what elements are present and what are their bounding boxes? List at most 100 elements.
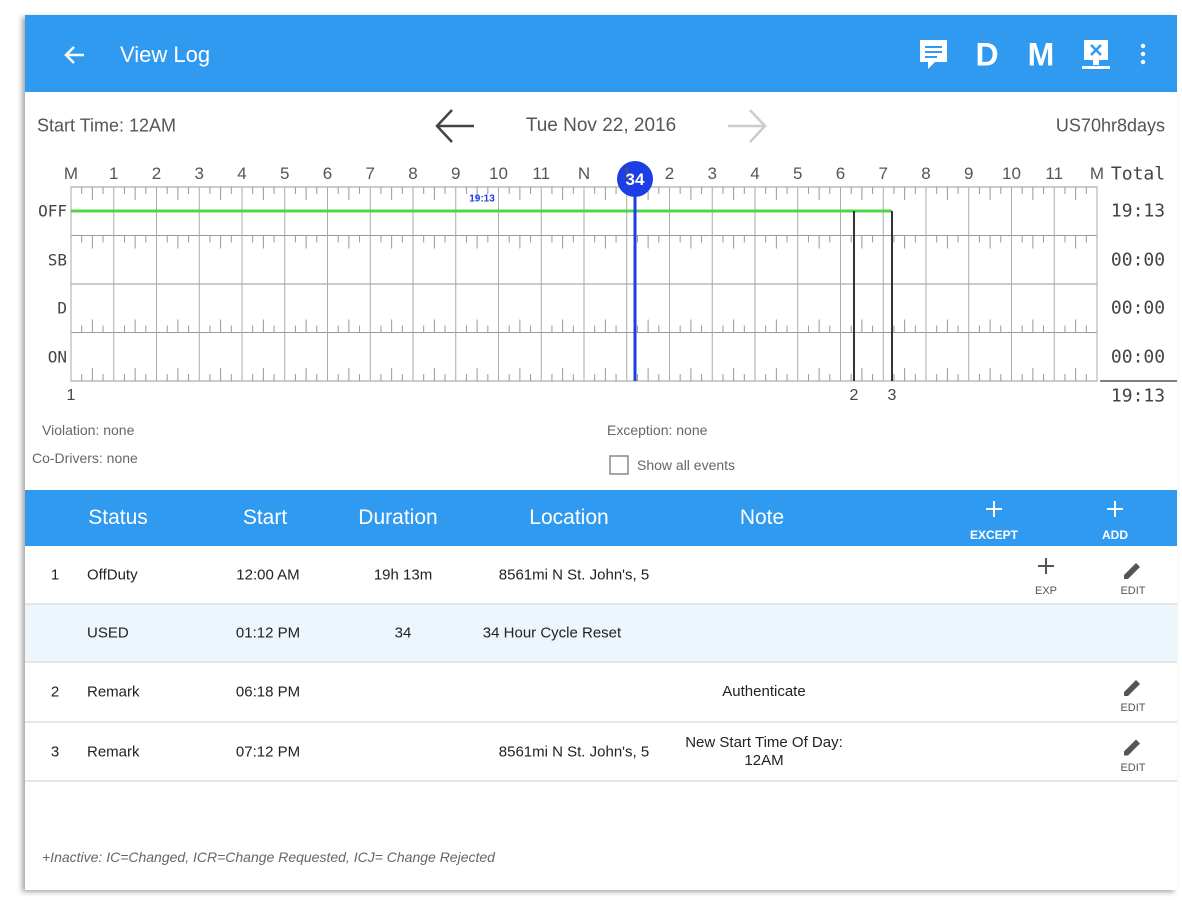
show-all-checkbox[interactable] bbox=[609, 455, 629, 475]
back-button[interactable] bbox=[64, 46, 84, 64]
row-action[interactable]: EDIT bbox=[1120, 761, 1146, 774]
row-status: OffDuty bbox=[87, 566, 138, 584]
next-day bbox=[728, 109, 767, 143]
row-location: 34 Hour Cycle Reset bbox=[482, 624, 622, 642]
row-duration: 34 bbox=[394, 624, 412, 642]
hour-label: 5 bbox=[793, 164, 803, 183]
row-action[interactable]: EDIT bbox=[1120, 702, 1146, 714]
plus-icon bbox=[1038, 558, 1054, 574]
row-start: 01:12 PM bbox=[235, 624, 301, 642]
grand-total: 19:13 bbox=[1110, 385, 1166, 407]
row-total: 00:00 bbox=[1110, 346, 1166, 368]
row-label: ON bbox=[47, 347, 67, 367]
row-start: 06:18 PM bbox=[235, 683, 301, 701]
hour-label: 8 bbox=[408, 164, 418, 183]
device-button[interactable] bbox=[1082, 40, 1110, 69]
pencil-icon bbox=[1124, 680, 1140, 696]
row-highlight bbox=[25, 604, 1177, 662]
app-bar-action[interactable]: D bbox=[975, 36, 999, 73]
hour-label: 11 bbox=[1045, 164, 1064, 183]
row-location: 8561mi N St. John's, 5 bbox=[498, 566, 650, 584]
row-status: Remark bbox=[87, 683, 140, 701]
overflow-menu[interactable] bbox=[1140, 43, 1146, 65]
show-all-events[interactable]: Show all events bbox=[637, 457, 736, 473]
column-header: Status bbox=[88, 506, 148, 529]
log-date: Tue Nov 22, 2016 bbox=[525, 115, 677, 136]
messages-button[interactable] bbox=[920, 40, 947, 69]
hour-label: 2 bbox=[151, 164, 162, 183]
plus-icon bbox=[986, 501, 1002, 517]
violation: Violation: none bbox=[42, 422, 135, 438]
row-note: New Start Time Of Day: 12AM bbox=[685, 733, 843, 769]
ruleset: US70hr8days bbox=[1055, 115, 1165, 136]
row-number: 1 bbox=[50, 566, 60, 584]
event-marker: 2 bbox=[849, 387, 859, 404]
hour-label: 8 bbox=[921, 164, 931, 183]
total-header: Total bbox=[1110, 163, 1166, 185]
row-start: 07:12 PM bbox=[235, 743, 301, 760]
hour-label: 6 bbox=[835, 164, 846, 183]
column-header: Duration bbox=[358, 506, 438, 529]
header-action[interactable]: ADD bbox=[1102, 528, 1128, 542]
row-status: Remark bbox=[87, 743, 140, 760]
column-header: Location bbox=[529, 506, 609, 529]
hour-label: 1 bbox=[622, 164, 632, 183]
row-number: 3 bbox=[50, 743, 60, 760]
hour-label: 11 bbox=[532, 164, 551, 183]
app-title: View Log bbox=[120, 42, 211, 67]
table-header bbox=[25, 490, 1177, 546]
row-total: 19:13 bbox=[1110, 200, 1166, 222]
footnote: +Inactive: IC=Changed, ICR=Change Reques… bbox=[42, 849, 495, 865]
hour-label: 5 bbox=[280, 164, 290, 183]
hour-label: N bbox=[577, 164, 591, 183]
pencil-icon bbox=[1124, 563, 1140, 579]
row-status: USED bbox=[87, 624, 129, 642]
hour-label: 7 bbox=[365, 164, 375, 183]
hour-label: 3 bbox=[707, 164, 717, 183]
event-marker: 1 bbox=[66, 387, 76, 404]
row-location: 8561mi N St. John's, 5 bbox=[498, 743, 650, 760]
hour-label: 9 bbox=[451, 164, 461, 183]
hour-label: 3 bbox=[194, 164, 204, 183]
cycle-badge bbox=[617, 161, 653, 197]
pencil-icon bbox=[1124, 739, 1140, 756]
row-action[interactable]: EXP bbox=[1034, 585, 1058, 597]
app-bar-action[interactable]: M bbox=[1027, 36, 1055, 73]
hour-label: 9 bbox=[964, 164, 974, 183]
start-time: Start Time: 12AM bbox=[37, 115, 177, 136]
row-total: 00:00 bbox=[1110, 249, 1166, 271]
row-start: 12:00 AM bbox=[236, 566, 300, 584]
app-window bbox=[25, 15, 1177, 890]
header-action[interactable]: EXCEPT bbox=[969, 528, 1019, 542]
event-marker: 3 bbox=[887, 387, 897, 404]
plus-icon bbox=[1107, 501, 1123, 517]
hour-label: M bbox=[63, 164, 79, 183]
hour-label: 7 bbox=[878, 164, 888, 183]
row-number: 2 bbox=[50, 683, 60, 701]
row-total: 00:00 bbox=[1110, 297, 1166, 319]
row-label: SB bbox=[47, 250, 67, 270]
co-drivers: Co-Drivers: none bbox=[32, 450, 138, 466]
exception: Exception: none bbox=[607, 422, 708, 438]
hour-label: 10 bbox=[489, 164, 508, 183]
hour-label: 6 bbox=[322, 164, 333, 183]
cycle-badge-label: 34 bbox=[625, 170, 645, 189]
hour-label: 4 bbox=[750, 164, 760, 183]
app-bar bbox=[25, 15, 1177, 92]
row-duration: 19h 13m bbox=[373, 566, 433, 584]
hour-label: 4 bbox=[237, 164, 247, 183]
row-note: Authenticate bbox=[722, 683, 806, 700]
row-label: D bbox=[57, 298, 67, 318]
row-label: OFF bbox=[38, 201, 67, 221]
hour-label: 1 bbox=[109, 164, 119, 183]
column-header: Note bbox=[739, 506, 785, 529]
hour-label: 2 bbox=[664, 164, 675, 183]
hour-label: 10 bbox=[1002, 164, 1021, 183]
row-action[interactable]: EDIT bbox=[1120, 585, 1146, 597]
previous-day[interactable] bbox=[435, 109, 474, 143]
span-label: 19:13 bbox=[469, 193, 495, 205]
hour-label: M bbox=[1089, 164, 1105, 183]
column-header: Start bbox=[242, 506, 288, 529]
